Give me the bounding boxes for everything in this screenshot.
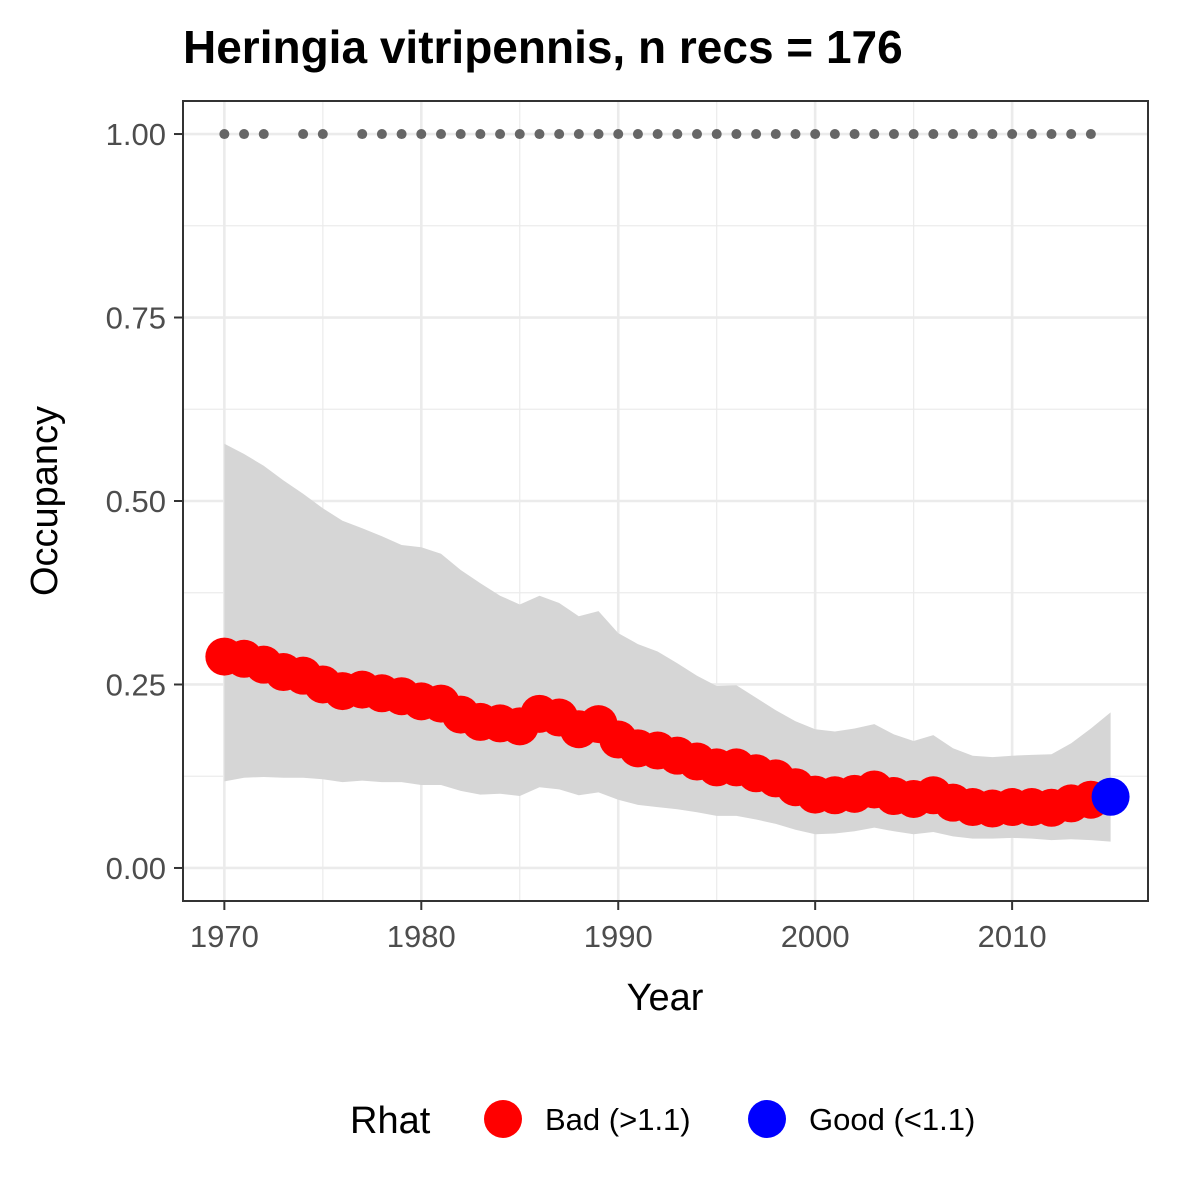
record-dot <box>948 129 959 140</box>
y-tick-label: 0.75 <box>106 301 166 336</box>
record-dot <box>317 129 328 140</box>
y-tick-label: 1.00 <box>106 117 166 152</box>
record-dot <box>711 129 722 140</box>
record-dot <box>573 129 584 140</box>
record-dot <box>357 129 368 140</box>
record-dot <box>1046 129 1057 140</box>
legend-key-good <box>748 1100 786 1138</box>
record-dot <box>770 129 781 140</box>
y-tick-label: 0.00 <box>106 851 166 886</box>
record-dot <box>632 129 643 140</box>
legend-key-bad <box>484 1100 522 1138</box>
record-dot <box>810 129 821 140</box>
record-dot <box>987 129 998 140</box>
y-axis: 0.00 0.25 0.50 0.75 1.00 <box>106 117 183 886</box>
record-dot <box>888 129 899 140</box>
chart-title: Heringia vitripennis, n recs = 176 <box>183 21 903 73</box>
record-dot <box>790 129 801 140</box>
y-tick-label: 0.50 <box>106 484 166 519</box>
record-dot <box>928 129 939 140</box>
credible-interval-ribbon <box>224 443 1111 842</box>
record-dot <box>219 129 230 140</box>
record-dot <box>495 129 506 140</box>
y-axis-title: Occupancy <box>24 406 66 596</box>
record-dot <box>829 129 840 140</box>
record-dot <box>613 129 624 140</box>
occupancy-point <box>1091 777 1130 816</box>
occupancy-points-layer <box>205 637 1130 828</box>
record-dot <box>908 129 919 140</box>
record-dots-layer <box>219 129 1096 140</box>
record-dot <box>514 129 525 140</box>
confidence-ribbon-layer <box>224 443 1111 842</box>
record-dot <box>1085 129 1096 140</box>
record-dot <box>416 129 427 140</box>
x-tick-label: 1970 <box>190 919 259 954</box>
legend-title: Rhat <box>350 1100 431 1142</box>
record-dot <box>692 129 703 140</box>
record-dot <box>731 129 742 140</box>
x-tick-label: 1980 <box>387 919 456 954</box>
x-tick-label: 2010 <box>978 919 1047 954</box>
record-dot <box>239 129 250 140</box>
record-dot <box>435 129 446 140</box>
record-dot <box>258 129 269 140</box>
x-tick-label: 1990 <box>584 919 653 954</box>
legend-label-bad: Bad (>1.1) <box>545 1102 691 1137</box>
record-dot <box>455 129 466 140</box>
record-dot <box>554 129 565 140</box>
record-dot <box>751 129 762 140</box>
record-dot <box>672 129 683 140</box>
x-axis: 1970 1980 1990 2000 2010 <box>190 901 1047 954</box>
record-dot <box>849 129 860 140</box>
record-dot <box>298 129 309 140</box>
record-dot <box>1026 129 1037 140</box>
y-tick-label: 0.25 <box>106 667 166 702</box>
record-dot <box>652 129 663 140</box>
x-axis-title: Year <box>627 977 704 1019</box>
record-dot <box>396 129 407 140</box>
record-dot <box>593 129 604 140</box>
record-dot <box>534 129 545 140</box>
legend-label-good: Good (<1.1) <box>809 1102 975 1137</box>
record-dot <box>967 129 978 140</box>
record-dot <box>869 129 880 140</box>
record-dot <box>1066 129 1077 140</box>
record-dot <box>376 129 387 140</box>
record-dot <box>1007 129 1018 140</box>
legend: Rhat Bad (>1.1) Good (<1.1) <box>350 1100 975 1142</box>
record-dot <box>475 129 486 140</box>
x-tick-label: 2000 <box>781 919 850 954</box>
